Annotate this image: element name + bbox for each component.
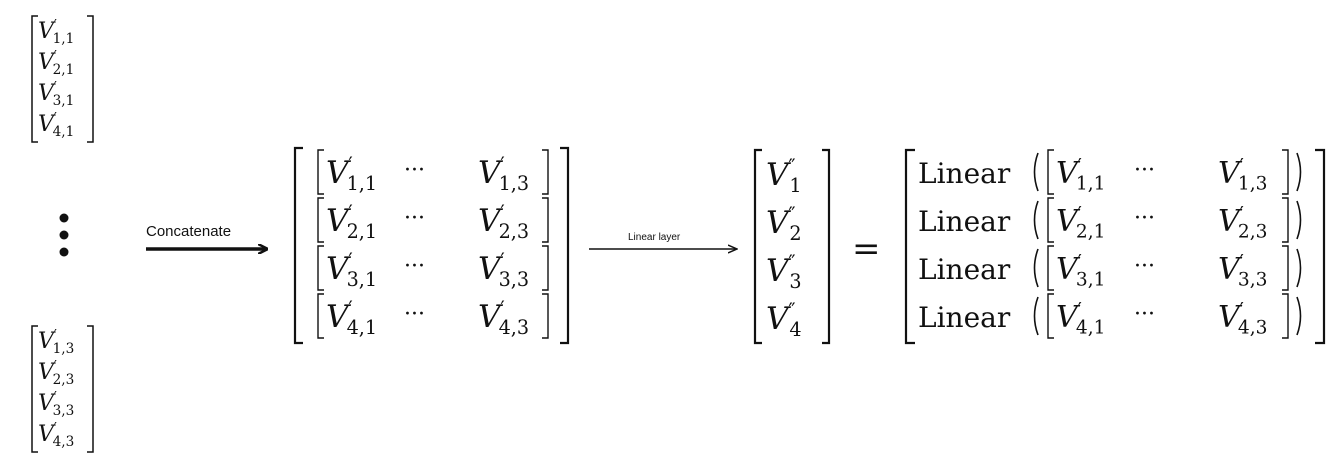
bracket-right [1282,197,1289,243]
bracket-right [542,245,549,291]
bracket-right [1282,245,1289,291]
vector-entry: V′ 4,3 [38,421,74,450]
cdots: ··· [404,206,425,231]
outer-bracket-right [1315,148,1326,345]
row-last-entry: V′ 3,3 [478,249,529,291]
bracket-left [31,325,38,453]
bracket-right [542,293,549,339]
concatenate-label: Concatenate [146,223,231,240]
equals-sign: = [852,229,881,269]
matrix-row: V′ 1,1 ··· V′ 1,3 [317,149,549,195]
vector-entry: V′ 1,1 [38,18,74,47]
bracket-left [317,197,324,243]
row-last-entry: V′ 1,3 [478,153,529,195]
matrix-row: V′ 4,1 ··· V′ 4,3 [317,293,549,339]
bracket-left [1047,245,1054,291]
linear-layer-step: Linear layer [589,232,736,249]
row-last-entry: V′ 4,3 [478,297,529,339]
bracket-left [1047,149,1054,195]
outer-bracket-left [293,146,303,345]
paren-left [1033,152,1039,192]
paren-right [1296,296,1302,336]
row-first-entry: V′ 3,1 [326,249,377,291]
row-last-entry: V′ 4,3 [1218,300,1267,339]
row-first-entry: V′ 4,1 [326,297,377,339]
vector-last-column: V′ 1,3V′ 2,3V′ 3,3V′ 4,3 [31,325,94,453]
row-last-entry: V′ 1,3 [1218,156,1267,195]
vector-entry: V′ 2,1 [38,49,74,78]
bracket-left [1047,197,1054,243]
cdots: ··· [1134,206,1155,231]
row-first-entry: V′ 4,1 [1056,300,1105,339]
output-entry: V″ 1 [766,155,802,197]
bracket-right [822,148,831,345]
bracket-left [317,293,324,339]
bracket-right [1282,149,1289,195]
linear-row: Linear V′ 3,1 ··· V′ 3,3 [918,245,1302,291]
row-first-entry: V′ 2,1 [1056,204,1105,243]
output-entry: V″ 4 [766,299,802,341]
matrix-row: V′ 2,1 ··· V′ 2,3 [317,197,549,243]
vector-entry: V′ 4,1 [38,111,74,140]
bracket-right [542,149,549,195]
vector-entry: V′ 1,3 [38,328,74,357]
row-last-entry: V′ 2,3 [478,201,529,243]
cdots: ··· [1134,158,1155,183]
row-last-entry: V′ 3,3 [1218,252,1267,291]
outer-bracket-left [904,148,915,345]
paren-right [1296,152,1302,192]
row-first-entry: V′ 3,1 [1056,252,1105,291]
linear-row: Linear V′ 4,1 ··· V′ 4,3 [918,293,1302,339]
outer-bracket-right [560,146,570,345]
bracket-left [753,148,762,345]
bracket-right [87,325,94,453]
vector-first-column: V′ 1,1V′ 2,1V′ 3,1V′ 4,1 [31,15,94,143]
bracket-right [542,197,549,243]
bracket-left [31,15,38,143]
linear-function-label: Linear [918,157,1011,190]
cdots: ··· [404,254,425,279]
concatenate-step: Concatenate [146,223,266,249]
vertical-ellipsis [59,213,69,257]
vector-entry: V′ 3,3 [38,390,74,419]
row-last-entry: V′ 2,3 [1218,204,1267,243]
linear-layer-label: Linear layer [628,232,681,243]
vector-entry: V′ 3,1 [38,80,74,109]
paren-left [1033,296,1039,336]
cdots: ··· [404,302,425,327]
row-first-entry: V′ 1,1 [1056,156,1105,195]
bracket-left [1047,293,1054,339]
row-first-entry: V′ 2,1 [326,201,377,243]
paren-left [1033,200,1039,240]
vector-entry: V′ 2,3 [38,359,74,388]
linear-row: Linear V′ 2,1 ··· V′ 2,3 [918,197,1302,243]
output-entry: V″ 2 [766,203,802,245]
linear-row: Linear V′ 1,1 ··· V′ 1,3 [918,149,1302,195]
linear-function-label: Linear [918,301,1011,334]
paren-left [1033,248,1039,288]
linear-function-label: Linear [918,205,1011,238]
cdots: ··· [404,158,425,183]
dot [59,247,69,257]
row-first-entry: V′ 1,1 [326,153,377,195]
bracket-right [87,15,94,143]
linear-function-label: Linear [918,253,1011,286]
dot [59,230,69,240]
concatenated-matrix: V′ 1,1··· V′ 1,3V′ 2,1··· V′ 2,3V′ 3,1··· V′ 3,3V… [293,146,570,345]
bracket-left [317,149,324,195]
paren-right [1296,248,1302,288]
paren-right [1296,200,1302,240]
cdots: ··· [1134,254,1155,279]
output-entry: V″ 3 [766,251,802,293]
matrix-row: V′ 3,1 ··· V′ 3,3 [317,245,549,291]
bracket-left [317,245,324,291]
output-vector: V″ 1 V″ 2 V″ 3 V″ 4 [753,148,831,345]
bracket-right [1282,293,1289,339]
cdots: ··· [1134,302,1155,327]
dot [59,213,69,223]
